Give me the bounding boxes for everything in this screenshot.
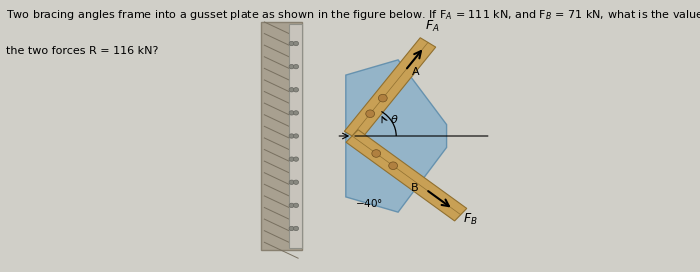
Circle shape	[366, 110, 375, 118]
Circle shape	[289, 157, 294, 161]
Circle shape	[289, 41, 294, 46]
Text: Two bracing angles frame into a gusset plate as shown in the figure below. If F$: Two bracing angles frame into a gusset p…	[6, 8, 700, 22]
Circle shape	[389, 162, 398, 169]
Circle shape	[289, 111, 294, 115]
Circle shape	[293, 180, 298, 184]
Polygon shape	[346, 130, 467, 221]
Circle shape	[289, 88, 294, 92]
Circle shape	[293, 41, 298, 46]
Text: A: A	[412, 67, 419, 77]
Text: the two forces R = 116 kN?: the two forces R = 116 kN?	[6, 46, 158, 56]
Circle shape	[293, 226, 298, 231]
Circle shape	[372, 150, 381, 157]
Circle shape	[289, 226, 294, 231]
Circle shape	[289, 203, 294, 208]
Polygon shape	[346, 60, 447, 212]
Text: $\theta$: $\theta$	[390, 113, 399, 125]
Text: $F_A$: $F_A$	[425, 19, 440, 34]
Circle shape	[289, 180, 294, 184]
Circle shape	[289, 134, 294, 138]
Circle shape	[293, 64, 298, 69]
Text: $-40°$: $-40°$	[355, 197, 384, 209]
Text: B: B	[411, 183, 419, 193]
Circle shape	[293, 157, 298, 161]
Circle shape	[379, 94, 387, 102]
Bar	[289, 24, 302, 248]
Bar	[260, 22, 302, 250]
Polygon shape	[344, 38, 435, 141]
Circle shape	[293, 203, 298, 208]
Circle shape	[293, 111, 298, 115]
Text: $F_B$: $F_B$	[463, 212, 478, 227]
Circle shape	[293, 88, 298, 92]
Circle shape	[289, 64, 294, 69]
Circle shape	[293, 134, 298, 138]
